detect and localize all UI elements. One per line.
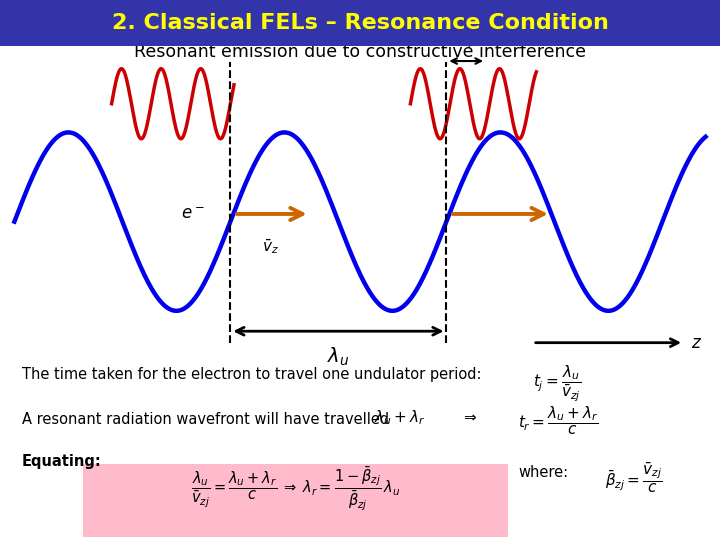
Text: $\bar{v}_z$: $\bar{v}_z$	[261, 238, 279, 256]
Text: $e^-$: $e^-$	[181, 205, 205, 223]
Text: where:: where:	[518, 465, 569, 480]
Text: $\bar{\beta}_{zj} = \dfrac{\bar{v}_{zj}}{c}$: $\bar{\beta}_{zj} = \dfrac{\bar{v}_{zj}}…	[605, 460, 662, 495]
Text: $t_j = \dfrac{\lambda_u}{\bar{v}_{zj}}$: $t_j = \dfrac{\lambda_u}{\bar{v}_{zj}}$	[533, 363, 581, 404]
Text: $\lambda_u + \lambda_r$: $\lambda_u + \lambda_r$	[374, 408, 426, 427]
Text: A resonant radiation wavefront will have travelled: A resonant radiation wavefront will have…	[22, 411, 389, 427]
Text: $\Rightarrow$: $\Rightarrow$	[461, 408, 478, 423]
Text: Equating:: Equating:	[22, 455, 102, 469]
Text: Resonant emission due to constructive interference: Resonant emission due to constructive in…	[134, 43, 586, 61]
Text: 2. Classical FELs – Resonance Condition: 2. Classical FELs – Resonance Condition	[112, 13, 608, 33]
Text: $z$: $z$	[691, 334, 702, 352]
Text: The time taken for the electron to travel one undulator period:: The time taken for the electron to trave…	[22, 367, 481, 382]
Text: $t_r = \dfrac{\lambda_u + \lambda_r}{c}$: $t_r = \dfrac{\lambda_u + \lambda_r}{c}$	[518, 404, 599, 437]
FancyBboxPatch shape	[83, 464, 508, 537]
Text: $\lambda_r$: $\lambda_r$	[458, 32, 474, 51]
Text: $\lambda_u$: $\lambda_u$	[327, 346, 350, 368]
Text: $\dfrac{\lambda_u}{\bar{v}_{zj}} = \dfrac{\lambda_u + \lambda_r}{c}$$\;\Rightarr: $\dfrac{\lambda_u}{\bar{v}_{zj}} = \dfra…	[191, 465, 400, 513]
